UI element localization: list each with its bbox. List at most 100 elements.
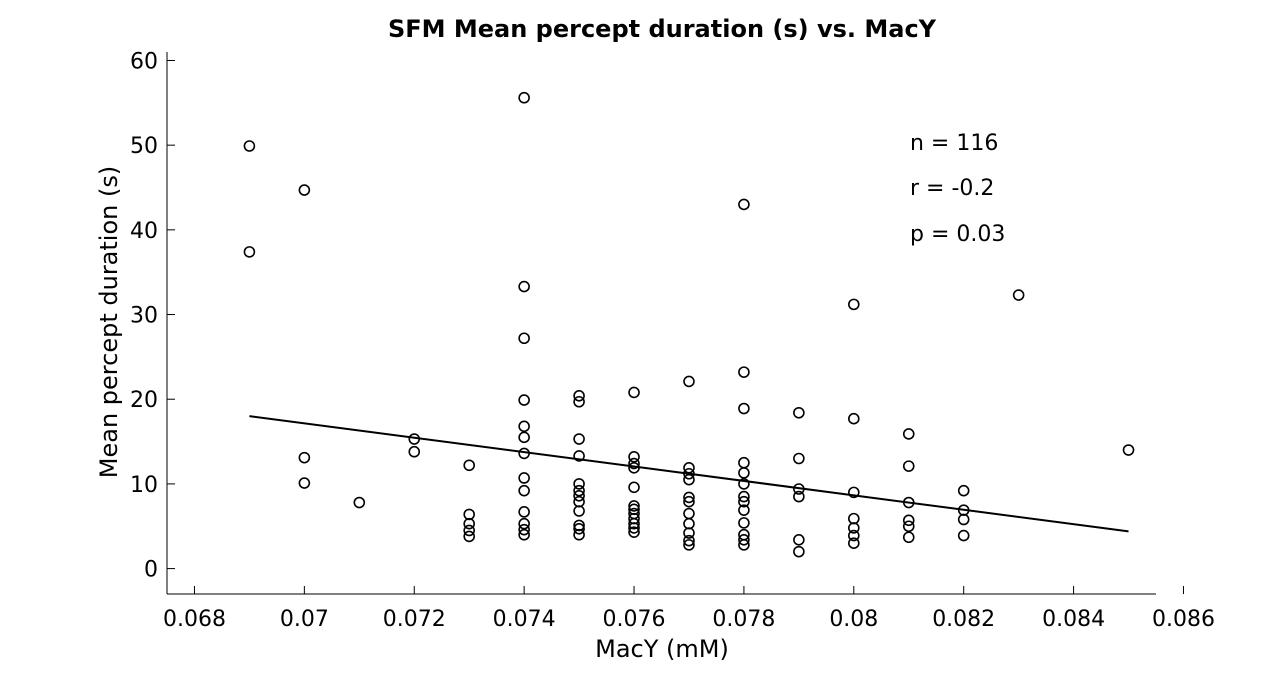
data-point xyxy=(957,513,970,526)
data-point xyxy=(902,460,915,472)
data-point xyxy=(243,140,256,152)
data-point xyxy=(848,537,860,549)
y-tick-label: 50 xyxy=(130,134,158,159)
data-point xyxy=(848,522,860,534)
data-point xyxy=(573,478,585,490)
data-point xyxy=(738,478,750,490)
data-point xyxy=(518,484,530,497)
data-point xyxy=(683,527,695,539)
data-point xyxy=(738,539,750,551)
data-point xyxy=(848,529,860,542)
data-point xyxy=(848,412,860,425)
data-point xyxy=(463,508,475,521)
data-point xyxy=(848,512,860,525)
data-point xyxy=(573,433,585,445)
data-point xyxy=(518,431,530,444)
x-tick-label: 0.074 xyxy=(493,607,556,632)
data-point xyxy=(408,433,421,445)
data-point xyxy=(683,495,695,508)
data-point xyxy=(738,402,750,415)
data-point xyxy=(683,507,695,520)
data-point xyxy=(902,514,915,527)
data-point xyxy=(518,517,530,530)
data-point xyxy=(573,495,585,508)
data-point xyxy=(628,457,640,470)
data-point xyxy=(902,531,915,544)
data-point xyxy=(518,332,530,345)
x-tick-label: 0.082 xyxy=(932,607,995,632)
annotation-p: p = 0.03 xyxy=(910,222,1005,247)
data-point xyxy=(518,394,530,406)
data-point xyxy=(573,522,585,535)
data-point xyxy=(463,459,475,472)
data-point xyxy=(738,467,750,479)
data-point xyxy=(683,467,695,480)
data-point xyxy=(408,445,421,458)
data-points xyxy=(243,91,1135,558)
data-point xyxy=(793,452,805,465)
data-point xyxy=(683,534,695,547)
y-tick-label: 60 xyxy=(130,49,158,74)
data-point xyxy=(573,489,585,502)
data-point xyxy=(243,246,256,258)
data-point xyxy=(683,375,695,388)
data-point xyxy=(573,395,585,408)
x-tick-label: 0.068 xyxy=(163,607,226,632)
data-point xyxy=(738,198,750,211)
axes xyxy=(166,52,1156,595)
x-axis-label: MacY (mM) xyxy=(595,635,729,663)
data-point xyxy=(902,520,915,533)
x-tick-label: 0.08 xyxy=(829,607,878,632)
data-point xyxy=(957,484,970,497)
y-tick-label: 0 xyxy=(144,558,158,583)
data-point xyxy=(848,298,860,311)
data-point xyxy=(683,517,695,530)
data-point xyxy=(683,462,695,474)
data-point xyxy=(1122,444,1135,456)
x-tick-label: 0.072 xyxy=(383,607,446,632)
data-point xyxy=(463,517,475,530)
data-point xyxy=(353,496,366,509)
data-point xyxy=(683,473,695,486)
data-point xyxy=(298,451,311,464)
data-point xyxy=(298,184,311,196)
data-point xyxy=(628,500,640,512)
data-point xyxy=(573,450,585,462)
data-point xyxy=(1012,289,1025,301)
y-tick-label: 30 xyxy=(130,304,158,329)
data-point xyxy=(793,545,805,558)
data-point xyxy=(628,462,640,474)
y-ticks: 0 10 20 30 40 50 60 xyxy=(130,49,175,583)
data-point xyxy=(738,504,750,516)
x-tick-label: 0.086 xyxy=(1152,607,1215,632)
data-point xyxy=(683,491,695,504)
data-point xyxy=(738,517,750,529)
data-point xyxy=(793,490,805,503)
data-point xyxy=(518,523,530,536)
stats-annotations: n = 116 r = -0.2 p = 0.03 xyxy=(910,131,1005,247)
regression-group xyxy=(249,415,1129,533)
annotation-r: r = -0.2 xyxy=(910,176,994,201)
data-point xyxy=(463,530,475,543)
data-point xyxy=(738,533,750,546)
data-point xyxy=(957,529,970,542)
y-tick-label: 10 xyxy=(130,473,158,498)
x-tick-label: 0.084 xyxy=(1042,607,1105,632)
data-point xyxy=(573,505,585,517)
x-tick-label: 0.076 xyxy=(603,607,666,632)
y-tick-label: 20 xyxy=(130,388,158,413)
data-point xyxy=(848,486,860,499)
data-point xyxy=(628,522,640,534)
data-point xyxy=(683,539,695,551)
data-point xyxy=(518,420,530,433)
data-point xyxy=(902,428,915,440)
data-point xyxy=(573,390,585,402)
x-tick-label: 0.07 xyxy=(280,607,329,632)
data-point xyxy=(628,526,640,538)
chart-title: SFM Mean percept duration (s) vs. MacY xyxy=(388,15,937,43)
data-point xyxy=(902,496,915,509)
data-point xyxy=(793,483,805,495)
data-point xyxy=(573,528,585,541)
